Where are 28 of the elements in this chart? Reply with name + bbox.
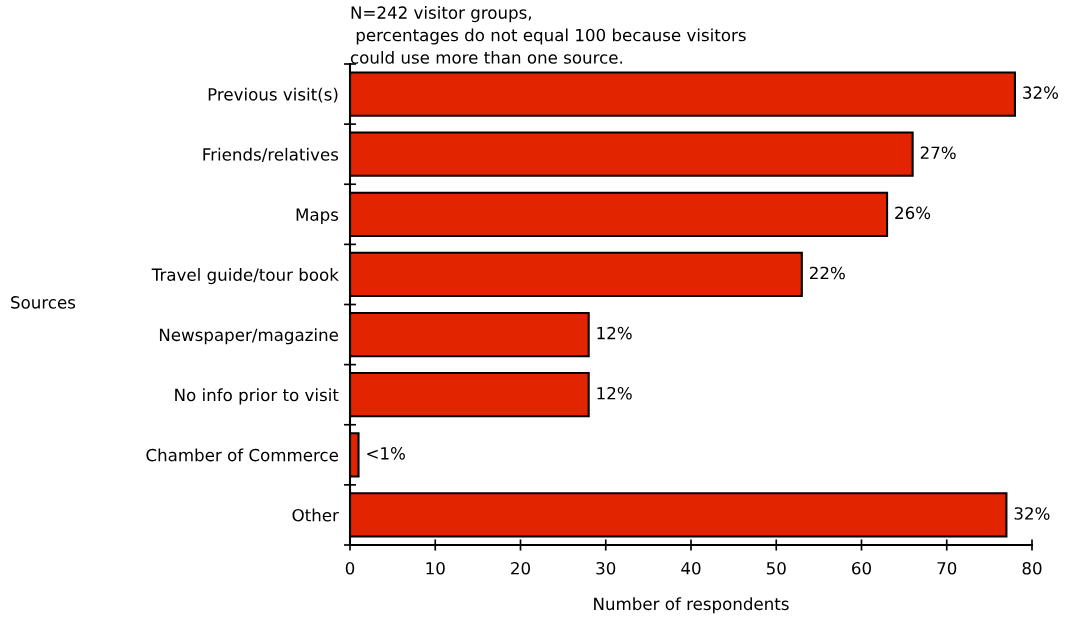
y-tick-label: Maps — [296, 208, 339, 225]
annotation: <1% — [367, 447, 405, 460]
y-tick-label: Friends/relatives — [203, 147, 339, 163]
x-tick-label: 70 — [937, 561, 957, 575]
x-axis-title: Number of respondents — [594, 597, 789, 614]
x-tick-label: 20 — [511, 561, 530, 575]
annotation: 27% — [920, 146, 956, 160]
y-axis-title: Sources — [11, 296, 76, 309]
y-tick-label: Other — [292, 508, 339, 522]
annotation: 32% — [1014, 507, 1050, 520]
x-tick-label: 10 — [426, 561, 445, 575]
x-tick-label: 50 — [766, 561, 786, 575]
y-tick-label: Newspaper/magazine — [159, 328, 338, 345]
annotation: 12% — [597, 386, 632, 400]
y-tick-label: Chamber of Commerce — [146, 448, 338, 462]
x-tick-label: 40 — [681, 561, 701, 575]
x-tick-label: 0 — [345, 561, 355, 575]
y-tick-label: Previous visit(s) — [208, 87, 338, 103]
x-tick-label: 60 — [852, 561, 871, 575]
annotation: 22% — [809, 266, 845, 280]
x-tick-label: 30 — [596, 561, 616, 575]
y-tick-label: Travel guide/tour book — [151, 268, 339, 285]
y-tick-label: No info prior to visit — [175, 388, 339, 405]
text: N=242 visitor groups, percentages do not equal 100 because visitors could use more than one source. — [350, 6, 746, 64]
annotation: 26% — [895, 206, 931, 220]
x-tick-label: 80 — [1022, 561, 1042, 575]
annotation: 12% — [597, 326, 632, 340]
annotation: 32% — [1023, 86, 1059, 99]
